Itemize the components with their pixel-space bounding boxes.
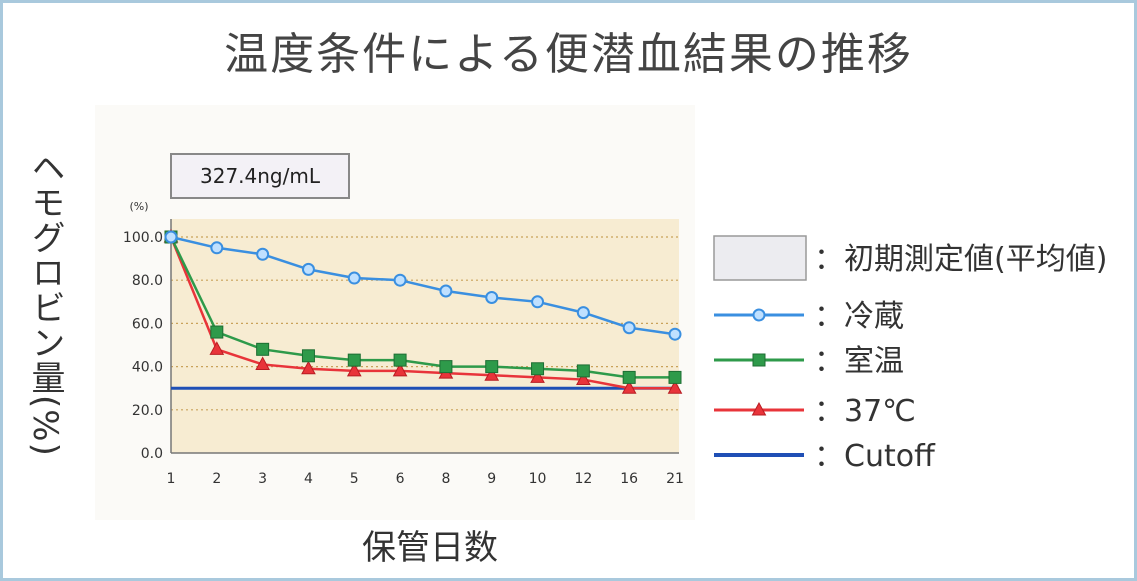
plot-area: 100.080.060.040.020.00.0(%)1 2 3 4 5 6 8 9 10 12 1…: [123, 200, 684, 487]
x-tick-label: 6: [396, 471, 405, 487]
series-line-shitsuon: [169, 236, 675, 379]
legend-marker-shitsuon: [752, 353, 766, 367]
x-tick-label: 8: [441, 471, 450, 487]
data-point-shitsuon: [439, 360, 453, 374]
legend-label: ：初期測定値(平均値): [814, 242, 1107, 277]
data-point-reizou: [531, 295, 545, 309]
data-point-shitsuon: [622, 370, 636, 384]
data-point-shitsuon: [668, 370, 682, 384]
data-point-reizou: [393, 273, 407, 287]
data-point-c37: [301, 360, 316, 375]
legend-label: ：冷蔵: [814, 299, 904, 334]
x-tick-label: 2: [212, 471, 221, 487]
data-point-reizou: [164, 230, 178, 244]
legend-item-cutoff: ：Cutoff: [714, 439, 936, 474]
data-point-c37: [255, 356, 270, 370]
data-point-c37: [392, 362, 408, 377]
data-point-c37: [576, 371, 591, 386]
y-tick-label: 60.0: [132, 316, 163, 332]
data-point-shitsuon: [393, 353, 407, 367]
y-tick-label: 0.0: [141, 446, 163, 462]
data-point-reizou: [668, 327, 682, 341]
legend-label: ：室温: [814, 344, 904, 379]
data-point-shitsuon: [301, 349, 315, 363]
data-point-shitsuon: [256, 342, 270, 356]
legend-label: ：Cutoff: [814, 439, 936, 474]
data-point-shitsuon: [576, 364, 590, 378]
legend-item-initial: ：初期測定値(平均値): [713, 235, 1107, 281]
y-tick-label: 40.0: [132, 360, 163, 376]
y-axis-label: ヘモグロビン量(%): [25, 150, 65, 457]
legend-item-reizou: ：冷蔵: [714, 299, 904, 334]
legend-item-c37: ：37℃: [714, 394, 916, 429]
data-point-reizou: [622, 321, 636, 335]
legend-marker-reizou: [752, 308, 766, 322]
x-tick-label: 16: [620, 471, 638, 487]
concentration-label: 327.4ng/mL: [170, 153, 350, 199]
legend-swatch-initial: [713, 235, 807, 281]
y-tick-label: 80.0: [132, 273, 163, 289]
data-point-c37: [621, 380, 637, 394]
data-point-reizou: [301, 262, 315, 276]
y-tick-label: 100.0: [123, 230, 163, 246]
data-point-reizou: [347, 271, 361, 285]
data-point-reizou: [576, 306, 590, 320]
x-tick-label: 9: [487, 471, 496, 487]
data-point-reizou: [210, 241, 224, 255]
x-tick-label: 10: [529, 471, 547, 487]
plot-background: [171, 219, 679, 453]
series-line-c37: [169, 236, 675, 390]
data-point-c37: [209, 341, 225, 355]
data-point-reizou: [439, 284, 453, 298]
series-reizou: [164, 230, 682, 341]
x-tick-label: 21: [666, 471, 684, 487]
data-point-shitsuon: [347, 353, 361, 367]
x-tick-label: 1: [167, 471, 176, 487]
x-tick-label: 12: [574, 471, 592, 487]
data-point-reizou: [256, 247, 270, 261]
data-point-c37: [346, 362, 362, 377]
data-point-c37: [667, 380, 683, 394]
legend: ：初期測定値(平均値) ：冷蔵 ：室温 ：37℃ ：Cutoff: [713, 235, 1107, 474]
legend-label: ：37℃: [814, 394, 916, 429]
x-tick-label: 4: [304, 471, 313, 487]
data-point-c37: [484, 367, 500, 381]
data-point-shitsuon: [210, 325, 224, 339]
x-axis-label: 保管日数: [362, 528, 498, 568]
series-line-reizou: [170, 235, 676, 336]
data-point-c37: [530, 369, 545, 383]
y-tick-label: 20.0: [132, 403, 163, 419]
data-point-reizou: [485, 290, 499, 304]
legend-marker-c37: [751, 401, 767, 416]
y-unit-label: (%): [129, 200, 148, 213]
x-tick-label: 5: [350, 471, 359, 487]
chart-title: 温度条件による便潜血結果の推移: [224, 29, 913, 80]
legend-item-shitsuon: ：室温: [714, 344, 904, 379]
data-point-shitsuon: [485, 360, 499, 374]
x-tick-label: 3: [258, 471, 267, 487]
data-point-shitsuon: [531, 362, 545, 376]
